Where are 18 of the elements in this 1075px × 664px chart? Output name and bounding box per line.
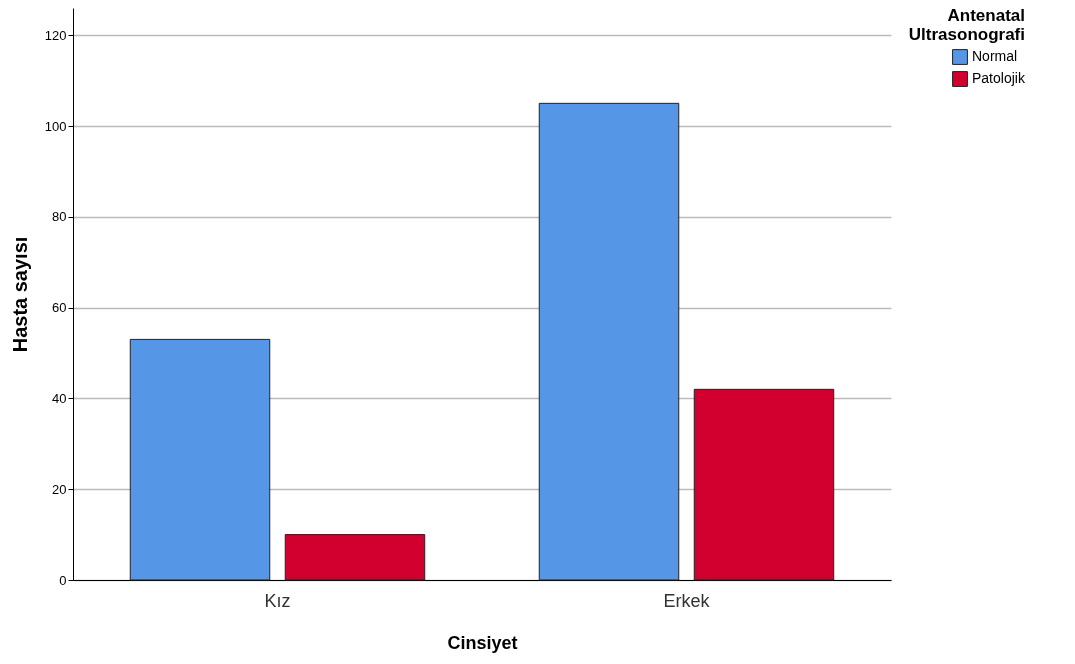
x-tick-label: Erkek <box>663 590 711 611</box>
y-tick-label: 80 <box>52 209 67 225</box>
y-tick-label: 40 <box>52 390 67 406</box>
bar <box>693 388 835 581</box>
x-tick-label: Kız <box>264 590 291 611</box>
bar <box>129 338 271 581</box>
legend-label: Patolojik <box>972 70 1026 86</box>
bar <box>284 534 426 581</box>
y-tick-label: 120 <box>44 27 67 43</box>
legend-title: Antenatal Ultrasonografi <box>908 6 1025 44</box>
bar <box>538 102 680 581</box>
y-tick-label: 100 <box>44 118 67 134</box>
y-tick-label: 0 <box>59 572 67 588</box>
y-tick-label: 20 <box>52 481 67 497</box>
y-axis-title: Hasta sayısı <box>8 236 31 353</box>
legend-label: Normal <box>972 48 1018 64</box>
x-axis-title: Cinsiyet <box>447 632 518 653</box>
y-tick-label: 60 <box>52 300 67 316</box>
